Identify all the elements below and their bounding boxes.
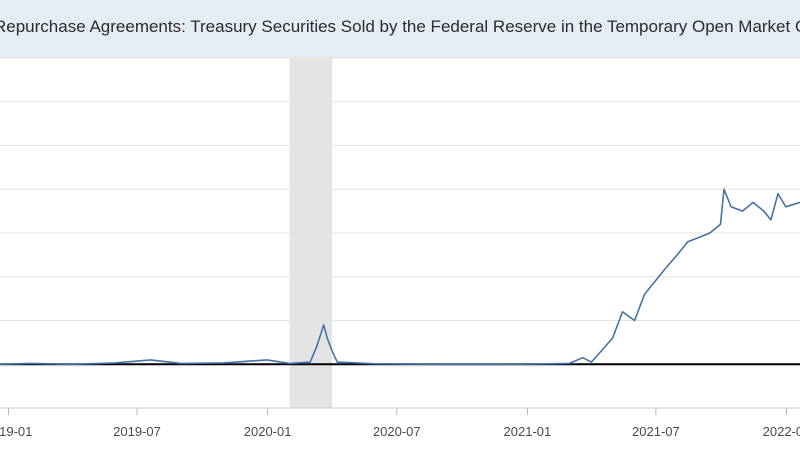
- gridlines: [0, 57, 800, 409]
- x-tick-label: 2020-01: [244, 424, 292, 439]
- x-tick-label: 2021-07: [632, 424, 680, 439]
- x-tick-label: 2019-07: [113, 424, 161, 439]
- chart-title: Repurchase Agreements: Treasury Securiti…: [0, 17, 800, 36]
- title-bar: Repurchase Agreements: Treasury Securiti…: [0, 0, 800, 58]
- x-axis-ticks: 2019-01 2019-07 2020-01 2020-07 2021-01 2021-…: [0, 408, 800, 439]
- x-tick-label: 2020-07: [373, 424, 421, 439]
- x-tick-label: 2019-01: [0, 424, 32, 439]
- series-line: [0, 188, 800, 366]
- x-tick-label: 2022-01: [763, 424, 800, 439]
- x-tick-label: 2021-01: [504, 424, 552, 439]
